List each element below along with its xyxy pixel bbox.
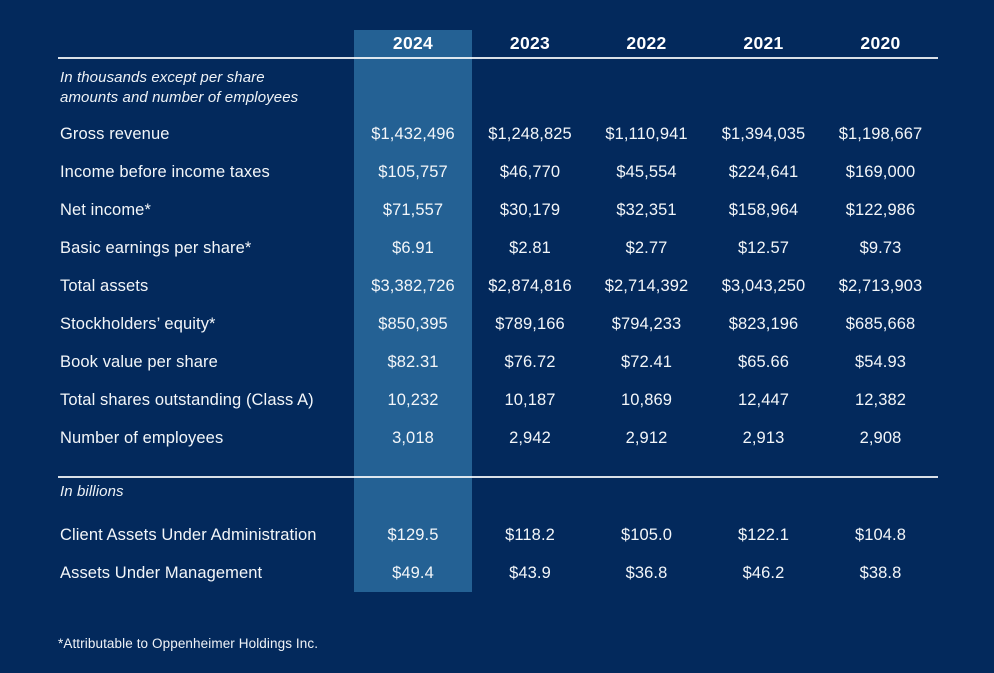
cell-value: $850,395	[378, 314, 448, 333]
cell-value: $43.9	[509, 563, 551, 582]
table-row-gross-revenue: Gross revenue $1,432,496 $1,248,825 $1,1…	[60, 115, 939, 153]
units-note-line: amounts and number of employees	[60, 89, 299, 106]
cell-value: $71,557	[382, 200, 444, 219]
cell-value: $32,351	[616, 200, 677, 219]
cell-value: $46.2	[742, 563, 785, 582]
cell-value: $118.2	[505, 525, 555, 544]
row-label: Total assets	[60, 276, 149, 295]
cell-value: $122.1	[737, 525, 790, 544]
cell-value: 12,447	[737, 390, 790, 409]
cell-value: $158,964	[728, 200, 799, 219]
cell-value: $46,770	[499, 162, 561, 181]
financial-table: 2024 2023 2022 2021 2020 In thousands ex…	[60, 30, 939, 592]
table-row-employees: Number of employees 3,018 2,942 2,912 2,…	[60, 419, 939, 457]
section-gap	[60, 457, 939, 476]
cell-value: $2.81	[509, 238, 551, 257]
cell-value: 10,187	[504, 390, 556, 409]
cell-value: $1,394,035	[721, 124, 806, 143]
cell-value: $38.8	[859, 563, 902, 582]
cell-value: $823,196	[728, 314, 799, 333]
footnote: *Attributable to Oppenheimer Holdings In…	[58, 636, 319, 651]
cell-value: $169,000	[845, 162, 916, 181]
cell-value: $54.93	[854, 352, 907, 371]
table-row-aum: Assets Under Management $49.4 $43.9 $36.…	[60, 554, 939, 592]
row-label: Book value per share	[60, 352, 218, 371]
year-header-2024: 2024	[392, 33, 434, 53]
table-row-book-value: Book value per share $82.31 $76.72 $72.4…	[60, 343, 939, 381]
table-row-shares-outstanding: Total shares outstanding (Class A) 10,23…	[60, 381, 939, 419]
cell-value: $76.72	[504, 352, 556, 371]
table-row-basic-eps: Basic earnings per share* $6.91 $2.81 $2…	[60, 229, 939, 267]
divider-top	[58, 57, 938, 59]
cell-value: $122,986	[845, 200, 916, 219]
year-header-2021: 2021	[743, 33, 784, 53]
cell-value: $65.66	[737, 352, 790, 371]
cell-value: $12.57	[737, 238, 790, 257]
row-label: Assets Under Management	[60, 563, 263, 582]
row-label: Basic earnings per share*	[60, 238, 252, 257]
cell-value: $30,179	[499, 200, 561, 219]
cell-value: $1,198,667	[838, 124, 923, 143]
cell-value: $3,043,250	[721, 276, 806, 295]
row-label: Stockholders’ equity*	[60, 314, 216, 333]
units-note-row-billions: In billions	[60, 476, 939, 516]
row-label: Number of employees	[60, 428, 224, 447]
cell-value: $82.31	[387, 352, 439, 371]
cell-value: $105.0	[620, 525, 673, 544]
units-note-line: In thousands except per share	[60, 69, 265, 86]
table-row-stockholders-equity: Stockholders’ equity* $850,395 $789,166 …	[60, 305, 939, 343]
cell-value: $789,166	[495, 314, 565, 333]
cell-value: $1,110,941	[605, 124, 688, 143]
table-row-net-income: Net income* $71,557 $30,179 $32,351 $158…	[60, 191, 939, 229]
cell-value: 2,942	[509, 428, 551, 447]
cell-value: $72.41	[620, 352, 673, 371]
table-header-row: 2024 2023 2022 2021 2020	[60, 30, 939, 57]
cell-value: $2,714,392	[604, 276, 689, 295]
cell-value: $2,713,903	[838, 276, 923, 295]
cell-value: $129.5	[387, 525, 439, 544]
year-header-2023: 2023	[509, 33, 551, 53]
highlight-column-2024	[354, 30, 472, 592]
row-label: Total shares outstanding (Class A)	[60, 390, 314, 409]
cell-value: $3,382,726	[371, 276, 455, 295]
units-note-billions: In billions	[60, 483, 124, 500]
cell-value: $104.8	[854, 525, 907, 544]
cell-value: 2,913	[742, 428, 785, 447]
row-label: Net income*	[60, 200, 151, 219]
units-note-thousands: In thousands except per share amounts an…	[60, 57, 354, 108]
row-label: Income before income taxes	[60, 162, 270, 181]
cell-value: $105,757	[378, 162, 448, 181]
row-label: Client Assets Under Administration	[60, 525, 317, 544]
year-header-2020: 2020	[860, 33, 901, 53]
cell-value: $9.73	[859, 238, 902, 257]
cell-value: 2,912	[625, 428, 668, 447]
cell-value: $45,554	[616, 162, 677, 181]
cell-value: 10,869	[620, 390, 673, 409]
table-row-client-assets: Client Assets Under Administration $129.…	[60, 516, 939, 554]
table-row-income-before-taxes: Income before income taxes $105,757 $46,…	[60, 153, 939, 191]
cell-value: $224,641	[728, 162, 799, 181]
units-note-row: In thousands except per share amounts an…	[60, 57, 939, 115]
year-header-2022: 2022	[626, 33, 667, 53]
row-label: Gross revenue	[60, 124, 170, 143]
cell-value: 12,382	[854, 390, 907, 409]
cell-value: 2,908	[859, 428, 902, 447]
cell-value: $2,874,816	[488, 276, 572, 295]
cell-value: $685,668	[845, 314, 916, 333]
cell-value: $49.4	[392, 563, 434, 582]
cell-value: $794,233	[611, 314, 682, 333]
cell-value: $36.8	[625, 563, 668, 582]
table-row-total-assets: Total assets $3,382,726 $2,874,816 $2,71…	[60, 267, 939, 305]
cell-value: $6.91	[392, 238, 434, 257]
cell-value: $1,432,496	[371, 124, 455, 143]
cell-value: $2.77	[625, 238, 668, 257]
cell-value: $1,248,825	[488, 124, 572, 143]
cell-value: 3,018	[392, 428, 434, 447]
cell-value: 10,232	[387, 390, 439, 409]
divider-bottom	[58, 476, 938, 478]
